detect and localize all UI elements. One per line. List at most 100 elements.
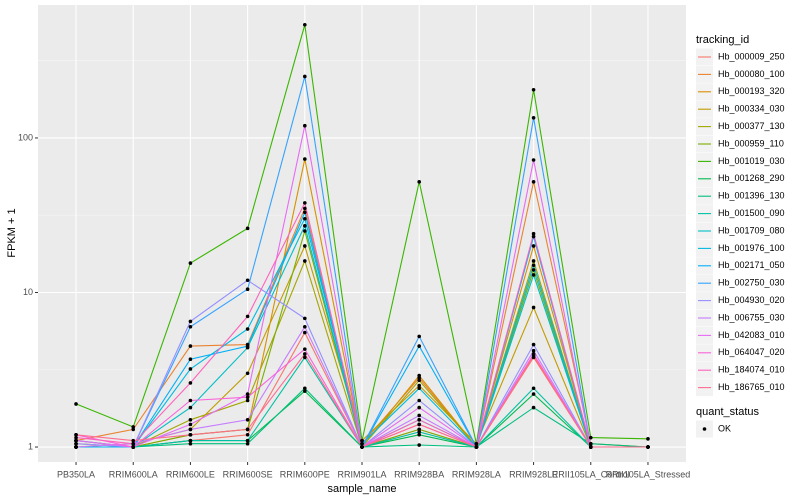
- data-point: [188, 422, 193, 427]
- data-point: [303, 216, 307, 221]
- data-point: [531, 231, 536, 236]
- data-point: [188, 261, 193, 265]
- legend-label: Hb_001500_090: [718, 208, 785, 218]
- legend-label: Hb_002750_030: [718, 278, 785, 288]
- data-point: [131, 427, 136, 432]
- data-point: [303, 74, 307, 79]
- data-point: [531, 386, 536, 391]
- data-point: [360, 445, 364, 449]
- data-point: [188, 398, 193, 403]
- data-point: [303, 244, 307, 248]
- data-point: [74, 438, 78, 443]
- data-point: [417, 344, 421, 348]
- data-point: [303, 210, 307, 215]
- data-point: [245, 438, 250, 443]
- x-tick-label: RRIM600LE: [166, 469, 215, 479]
- points: [74, 22, 650, 449]
- status-legend-title: quant_status: [696, 406, 759, 418]
- data-point: [245, 432, 250, 437]
- data-point: [303, 206, 307, 211]
- data-point: [417, 422, 421, 427]
- y-tick-label: 1: [28, 441, 33, 451]
- legend-label: Hb_184074_010: [718, 365, 785, 375]
- data-point: [417, 418, 421, 422]
- data-point: [245, 371, 250, 376]
- x-tick-label: PB350LA: [57, 469, 95, 479]
- x-axis-title: sample_name: [327, 483, 396, 495]
- data-point: [360, 441, 364, 446]
- data-point: [303, 259, 307, 263]
- data-point: [303, 316, 307, 321]
- legend-label: Hb_002171_050: [718, 260, 785, 270]
- y-tick-label: 10: [23, 287, 33, 297]
- data-point: [531, 268, 536, 272]
- data-point: [417, 413, 421, 418]
- data-point: [188, 418, 193, 422]
- data-point: [360, 438, 364, 443]
- legend-label: Hb_042083_010: [718, 330, 785, 340]
- y-axis-title: FPKM + 1: [6, 208, 18, 257]
- data-point: [188, 441, 193, 446]
- data-point: [245, 226, 250, 231]
- data-point: [531, 273, 536, 277]
- data-point: [188, 438, 193, 443]
- data-point: [417, 378, 421, 383]
- x-tick-label: RRIM600PE: [280, 469, 330, 479]
- data-point: [531, 259, 536, 263]
- data-point: [417, 383, 421, 388]
- data-point: [531, 158, 536, 162]
- x-tick-label: RRII105LA_Stressed: [606, 469, 691, 479]
- x-tick-label: RRII105LA_Control: [552, 469, 630, 479]
- status-legend-label: OK: [718, 423, 731, 433]
- data-point: [245, 314, 250, 319]
- data-point: [417, 430, 421, 434]
- data-point: [74, 445, 78, 449]
- data-point: [417, 373, 421, 378]
- data-point: [188, 432, 193, 437]
- data-point: [245, 278, 250, 283]
- data-point: [303, 229, 307, 233]
- legend-label: Hb_000193_320: [718, 86, 785, 96]
- data-point: [303, 355, 307, 360]
- data-point: [531, 116, 536, 120]
- legend-label: Hb_000080_100: [718, 69, 785, 79]
- data-point: [303, 224, 307, 228]
- x-tick-label: RRIM901LA: [337, 469, 386, 479]
- y-tick-label: 100: [18, 132, 33, 142]
- data-point: [245, 395, 250, 400]
- data-point: [417, 405, 421, 410]
- data-point: [417, 443, 421, 447]
- legend-label: Hb_001019_030: [718, 156, 785, 166]
- legend-label: Hb_001976_100: [718, 243, 785, 253]
- data-point: [417, 427, 421, 432]
- data-point: [646, 437, 650, 441]
- data-point: [245, 287, 250, 292]
- legend-label: Hb_000334_030: [718, 104, 785, 114]
- data-point: [474, 445, 479, 449]
- legend-label: Hb_064047_020: [718, 347, 785, 357]
- data-point: [131, 438, 136, 443]
- data-point: [245, 392, 250, 396]
- data-point: [531, 348, 536, 353]
- data-point: [74, 435, 78, 440]
- x-tick-label: RRIM928LE: [509, 469, 558, 479]
- data-point: [245, 418, 250, 422]
- data-point: [188, 344, 193, 348]
- data-point: [188, 381, 193, 385]
- x-tick-label: RRIM600LA: [109, 469, 158, 479]
- data-point: [531, 263, 536, 268]
- data-point: [646, 445, 650, 449]
- data-point: [303, 347, 307, 351]
- data-point: [531, 353, 536, 358]
- data-point: [303, 352, 307, 356]
- data-point: [531, 87, 536, 92]
- data-point: [188, 405, 193, 410]
- data-point: [417, 180, 421, 184]
- legend-label: Hb_186765_010: [718, 382, 785, 392]
- data-point: [474, 441, 479, 446]
- x-tick-label: RRIM928LA: [452, 469, 501, 479]
- data-point: [303, 22, 307, 27]
- data-point: [303, 330, 307, 335]
- data-point: [531, 244, 536, 248]
